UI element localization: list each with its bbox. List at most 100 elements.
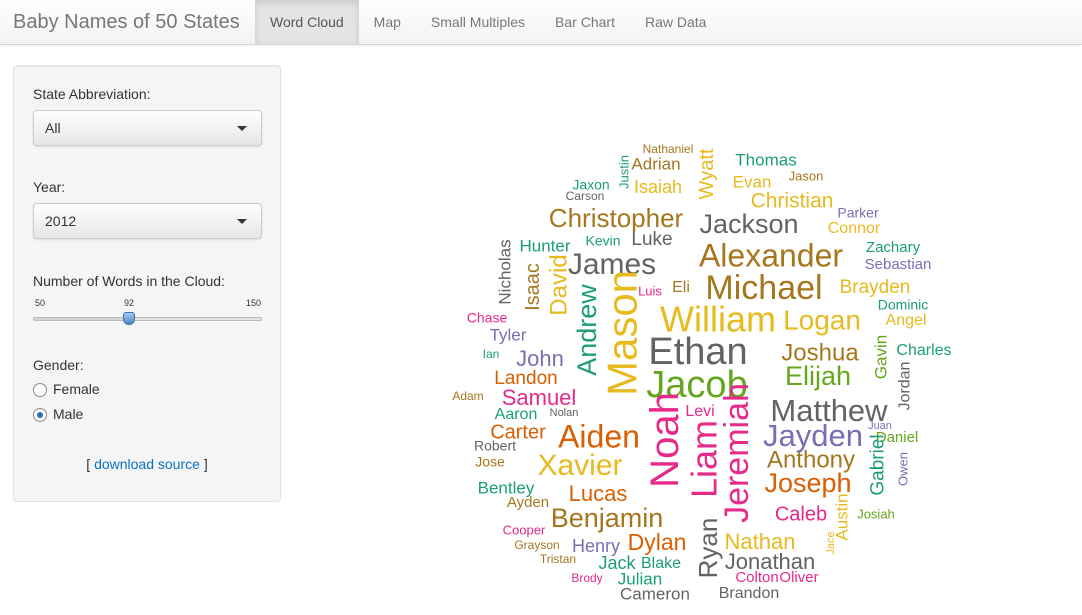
cloud-word-hunter: Hunter (519, 236, 570, 255)
cloud-word-luis: Luis (638, 283, 662, 298)
cloud-word-brody: Brody (571, 571, 602, 585)
words-label: Number of Words in the Cloud: (33, 273, 225, 289)
cloud-word-brayden: Brayden (840, 277, 911, 298)
sidebar-panel: State Abbreviation: All Year: 2012 Numbe… (13, 65, 281, 502)
app-title[interactable]: Baby Names of 50 States (13, 11, 240, 33)
cloud-word-daniel: Daniel (876, 429, 919, 446)
cloud-word-adam: Adam (452, 389, 483, 403)
cloud-word-colton: Colton (735, 569, 778, 586)
cloud-word-chase: Chase (467, 310, 508, 326)
navbar: Baby Names of 50 States Word Cloud Map S… (0, 0, 1082, 45)
cloud-word-bentley: Bentley (478, 478, 535, 497)
cloud-word-tristan: Tristan (540, 552, 576, 566)
state-label: State Abbreviation: (33, 86, 151, 102)
cloud-word-aiden: Aiden (558, 418, 640, 454)
cloud-word-carter: Carter (490, 421, 546, 443)
cloud-word-matthew: Matthew (770, 393, 888, 428)
cloud-word-brandon: Brandon (719, 585, 780, 602)
cloud-word-dominic: Dominic (878, 297, 929, 313)
state-select[interactable]: All (33, 110, 262, 146)
slider-max-label: 150 (246, 298, 262, 308)
cloud-word-levi: Levi (685, 403, 714, 420)
cloud-word-jack: Jack (598, 553, 636, 573)
tab-raw-data[interactable]: Raw Data (644, 14, 707, 30)
cloud-word-john: John (516, 346, 564, 371)
cloud-word-benjamin: Benjamin (551, 503, 664, 533)
cloud-word-jacob: Jacob (646, 364, 747, 406)
cloud-word-blake: Blake (641, 555, 681, 572)
slider-fill (34, 318, 130, 320)
cloud-word-lucas: Lucas (569, 481, 628, 506)
cloud-word-michael: Michael (705, 269, 822, 307)
words-slider-track[interactable] (33, 317, 262, 321)
cloud-word-william: William (660, 299, 776, 340)
words-slider-handle[interactable] (123, 312, 135, 325)
cloud-word-nathaniel: Nathaniel (643, 142, 694, 156)
cloud-word-grayson: Grayson (514, 538, 559, 552)
cloud-word-christopher: Christopher (549, 203, 684, 233)
cloud-word-elijah: Elijah (785, 361, 851, 391)
cloud-word-josiah: Josiah (857, 506, 895, 521)
cloud-word-liam: Liam (684, 420, 725, 498)
cloud-word-charles: Charles (896, 342, 951, 359)
tab-map[interactable]: Map (373, 14, 401, 30)
cloud-word-gabriel: Gabriel (868, 434, 889, 495)
tab-bar-chart[interactable]: Bar Chart (555, 14, 615, 30)
cloud-word-james: James (568, 248, 656, 281)
cloud-word-anthony: Anthony (767, 446, 855, 473)
cloud-word-alexander: Alexander (699, 237, 843, 273)
download-source-link[interactable]: download source (94, 456, 200, 472)
cloud-word-cameron: Cameron (620, 584, 690, 603)
cloud-word-jason: Jason (789, 168, 824, 183)
cloud-word-sebastian: Sebastian (865, 256, 932, 273)
cloud-word-nicholas: Nicholas (496, 239, 515, 304)
slider-min-label: 50 (35, 298, 46, 308)
cloud-word-landon: Landon (494, 368, 557, 389)
cloud-word-joshua: Joshua (781, 339, 859, 366)
cloud-word-jayden: Jayden (763, 418, 863, 453)
year-select[interactable]: 2012 (33, 203, 262, 239)
cloud-word-julian: Julian (618, 569, 662, 588)
cloud-word-xavier: Xavier (537, 449, 622, 482)
gender-radio-female[interactable] (33, 383, 47, 397)
cloud-word-jonathan: Jonathan (725, 549, 816, 574)
source-bracket-open: [ (86, 456, 91, 472)
cloud-word-angel: Angel (886, 312, 927, 329)
cloud-word-zachary: Zachary (866, 239, 921, 256)
cloud-word-jackson: Jackson (699, 209, 798, 239)
cloud-word-christian: Christian (751, 190, 834, 213)
nav-tabs: Word Cloud Map Small Multiples Bar Chart… (255, 0, 721, 44)
cloud-word-cooper: Cooper (503, 522, 546, 537)
cloud-word-aaron: Aaron (495, 406, 538, 423)
gender-label: Gender: (33, 357, 84, 373)
cloud-word-ryan: Ryan (693, 518, 723, 579)
tab-small-multiples[interactable]: Small Multiples (430, 14, 526, 30)
gender-radio-male[interactable] (33, 408, 47, 422)
cloud-word-caleb: Caleb (775, 503, 827, 525)
download-source: [ download source ] (14, 456, 280, 472)
chevron-down-icon (237, 126, 247, 131)
cloud-word-ian: Ian (483, 347, 500, 361)
cloud-word-adrian: Adrian (631, 154, 680, 173)
cloud-word-parker: Parker (837, 205, 879, 221)
cloud-word-austin: Austin (833, 493, 852, 540)
cloud-word-robert: Robert (474, 438, 516, 454)
tab-word-cloud[interactable]: Word Cloud (255, 0, 359, 44)
cloud-word-nolan: Nolan (550, 407, 579, 419)
cloud-word-justin: Justin (617, 155, 632, 189)
cloud-word-owen: Owen (896, 452, 911, 486)
cloud-word-kevin: Kevin (585, 233, 620, 249)
cloud-word-evan: Evan (733, 172, 772, 191)
slider-value-label: 92 (124, 298, 135, 308)
cloud-word-jordan: Jordan (897, 362, 914, 411)
cloud-word-juan: Juan (868, 420, 892, 432)
cloud-word-joseph: Joseph (764, 468, 851, 498)
cloud-word-henry: Henry (572, 536, 620, 556)
cloud-word-wyatt: Wyatt (696, 148, 718, 199)
gender-option-male[interactable]: Male (53, 406, 84, 422)
cloud-word-connor: Connor (828, 220, 881, 237)
gender-option-female[interactable]: Female (53, 381, 100, 397)
chevron-down-icon (237, 219, 247, 224)
cloud-word-jeremiah: Jeremiah (718, 383, 756, 523)
